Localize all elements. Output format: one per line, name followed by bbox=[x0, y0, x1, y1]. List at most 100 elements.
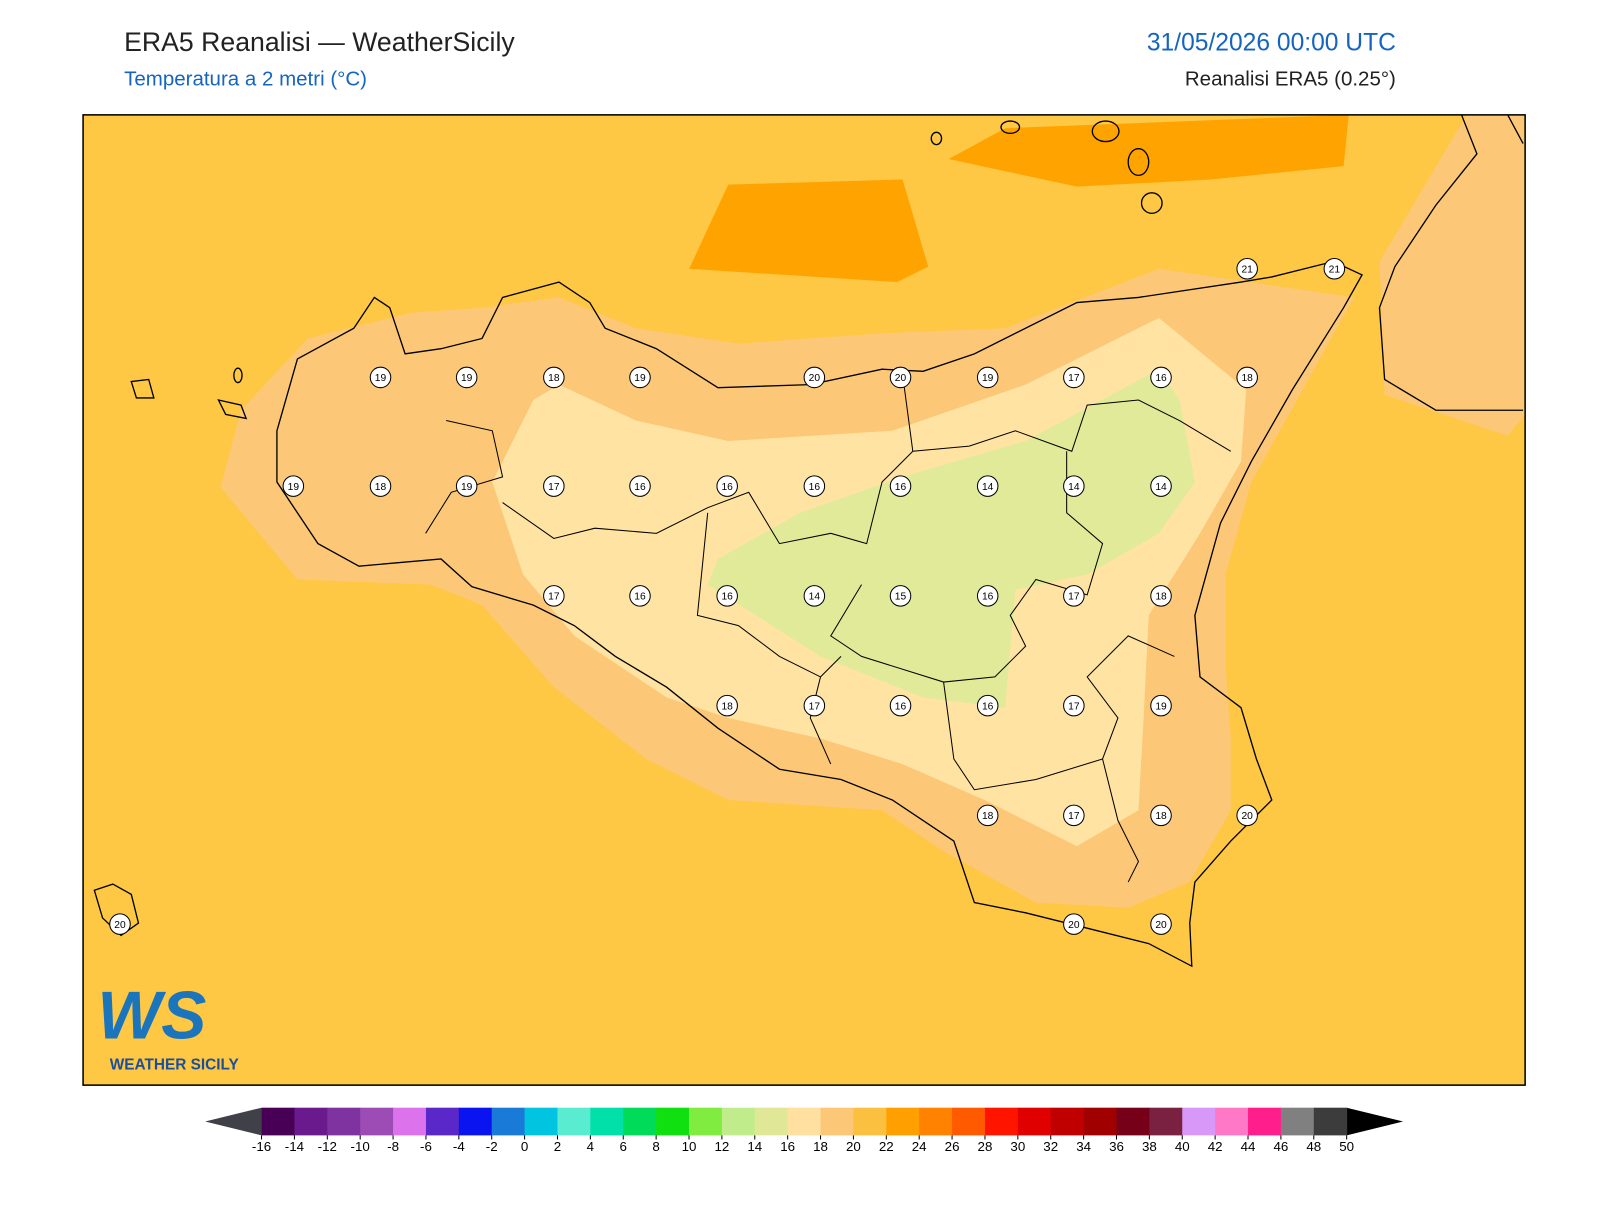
station-marker bbox=[1063, 694, 1085, 717]
station-marker bbox=[803, 475, 826, 497]
station-value: 20 bbox=[1241, 811, 1253, 822]
map-frame bbox=[82, 114, 1526, 1086]
source: Reanalisi ERA5 (0.25°) bbox=[1185, 67, 1396, 90]
station-marker bbox=[109, 913, 131, 935]
colorbar-tick-label: -2 bbox=[486, 1139, 498, 1154]
station-marker bbox=[455, 475, 478, 497]
station-marker bbox=[1236, 366, 1258, 389]
station-value: 19 bbox=[461, 373, 473, 384]
colorbar-tick-label: 44 bbox=[1241, 1139, 1256, 1154]
station-value: 20 bbox=[1068, 920, 1080, 931]
station-value: 14 bbox=[1155, 482, 1167, 493]
colorbar-tick-label: -6 bbox=[420, 1139, 432, 1154]
station-marker bbox=[716, 585, 738, 607]
colorbar-swatch bbox=[787, 1107, 822, 1136]
station-value: 16 bbox=[634, 592, 646, 603]
station-marker bbox=[889, 585, 912, 607]
station-marker bbox=[1063, 585, 1085, 607]
station-marker bbox=[1150, 366, 1172, 389]
colorbar-swatch bbox=[261, 1107, 295, 1136]
station-marker bbox=[629, 585, 651, 607]
colorbar-swatch bbox=[886, 1107, 920, 1136]
cold-zone bbox=[707, 369, 1195, 708]
station-value: 20 bbox=[114, 920, 126, 931]
colorbar-swatch bbox=[984, 1107, 1019, 1136]
station-marker bbox=[976, 366, 999, 389]
station-value: 14 bbox=[809, 592, 821, 603]
station-value: 19 bbox=[982, 373, 994, 384]
map: 21 21 19 19 18 19 20 20 19 17 16 18 19 18 19 17 16 16 16 16… bbox=[82, 114, 1526, 1086]
station-marker bbox=[803, 585, 826, 607]
colorbar-tick-label: -12 bbox=[318, 1139, 337, 1154]
station-value: 16 bbox=[895, 482, 907, 493]
colorbar-swatch bbox=[360, 1107, 394, 1136]
colorbar-tick-label: 14 bbox=[747, 1139, 762, 1154]
colorbar-tick-label: 34 bbox=[1076, 1139, 1091, 1154]
colorbar-tick-label: 22 bbox=[879, 1139, 894, 1154]
colorbar-tick-label: 20 bbox=[846, 1139, 861, 1154]
station-marker bbox=[889, 694, 912, 717]
station-value: 16 bbox=[809, 482, 821, 493]
station-value: 19 bbox=[461, 482, 473, 493]
station-value: 15 bbox=[895, 592, 907, 603]
station-marker bbox=[889, 475, 912, 497]
station-value: 19 bbox=[288, 482, 300, 493]
station-marker bbox=[543, 475, 565, 497]
colorbar-swatch bbox=[820, 1107, 854, 1136]
colorbar-swatch bbox=[1248, 1107, 1282, 1136]
colorbar-swatch bbox=[1215, 1107, 1249, 1136]
colorbar-tick-label: -8 bbox=[387, 1139, 399, 1154]
colorbar-tick-label: 24 bbox=[912, 1139, 927, 1154]
colorbar-swatch bbox=[590, 1107, 624, 1136]
colorbar-tick-label: 2 bbox=[554, 1139, 561, 1154]
station-marker bbox=[1063, 366, 1085, 389]
station-value: 19 bbox=[634, 373, 646, 384]
colorbar-tick-label: 6 bbox=[620, 1139, 627, 1154]
mild-zone bbox=[1379, 114, 1526, 436]
station-value: 16 bbox=[721, 592, 733, 603]
colorbar-swatch bbox=[919, 1107, 953, 1136]
colorbar-tick-label: 36 bbox=[1109, 1139, 1124, 1154]
station-marker bbox=[1150, 913, 1172, 935]
colorbar-swatch bbox=[1280, 1107, 1315, 1136]
station-value: 21 bbox=[1329, 264, 1341, 275]
colorbar-swatch bbox=[1182, 1107, 1216, 1136]
colorbar-tick-label: 46 bbox=[1273, 1139, 1288, 1154]
station-marker bbox=[976, 475, 999, 497]
colorbar-swatch bbox=[721, 1107, 756, 1136]
colorbar-tick-label: -4 bbox=[453, 1139, 465, 1154]
station-marker bbox=[629, 366, 651, 389]
station-marker bbox=[976, 804, 999, 827]
colorbar-swatch bbox=[1083, 1107, 1118, 1136]
station-value: 17 bbox=[1068, 592, 1080, 603]
colorbar-under bbox=[205, 1107, 262, 1136]
station-value: 17 bbox=[548, 592, 560, 603]
station-marker bbox=[543, 585, 565, 607]
station-marker bbox=[369, 366, 392, 389]
colorbar-tick-label: 28 bbox=[978, 1139, 993, 1154]
station-marker bbox=[1150, 585, 1172, 607]
colorbar-swatch bbox=[952, 1107, 986, 1136]
station-marker bbox=[1236, 257, 1258, 280]
station-value: 18 bbox=[1155, 592, 1167, 603]
station-value: 19 bbox=[1155, 701, 1167, 712]
colorbar-tick-label: 30 bbox=[1010, 1139, 1025, 1154]
station-value: 20 bbox=[895, 373, 907, 384]
station-marker bbox=[629, 475, 651, 497]
colorbar-swatch bbox=[524, 1107, 558, 1136]
station-marker bbox=[976, 694, 999, 717]
station-value: 16 bbox=[982, 592, 994, 603]
station-marker bbox=[455, 366, 478, 389]
colorbar-tick-label: 32 bbox=[1043, 1139, 1058, 1154]
colorbar-tick-label: 42 bbox=[1208, 1139, 1223, 1154]
colorbar-tick-label: 18 bbox=[813, 1139, 828, 1154]
colorbar-swatch bbox=[557, 1107, 591, 1136]
colorbar-swatch bbox=[1149, 1107, 1183, 1136]
colorbar-tick-label: -14 bbox=[285, 1139, 305, 1154]
colorbar-swatch bbox=[853, 1107, 887, 1136]
station-marker bbox=[1236, 804, 1258, 827]
colorbar-swatch bbox=[425, 1107, 460, 1136]
colorbar-swatch bbox=[294, 1107, 328, 1136]
